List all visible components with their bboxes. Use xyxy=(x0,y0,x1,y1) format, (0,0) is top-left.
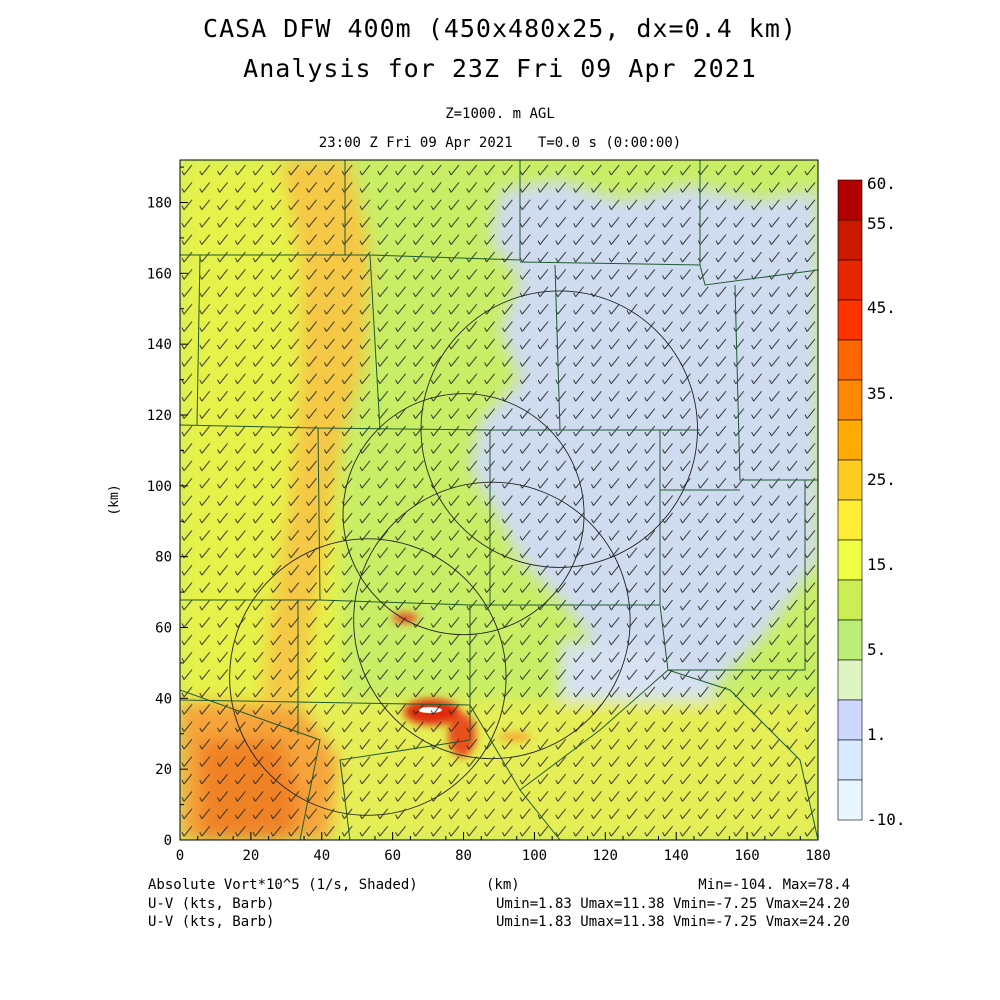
barb2-label: U-V (kts, Barb) xyxy=(148,914,275,930)
colorbar-swatch xyxy=(837,179,863,221)
wind-barbs xyxy=(180,160,818,840)
y-tick-label: 160 xyxy=(147,266,172,282)
field-label: Absolute Vort*10^5 (1/s, Shaded) xyxy=(148,877,418,893)
x-axis: 0 20 40 60 80 100 120 140 160 180 xyxy=(176,832,831,864)
colorbar-label: 5. xyxy=(867,640,886,659)
field-minmax: Min=-104. Max=78.4 xyxy=(698,877,850,893)
y-tick-label: 120 xyxy=(147,408,172,424)
plot-frame xyxy=(179,159,819,841)
radar-ring-0 xyxy=(420,290,698,568)
x-tick-label: 80 xyxy=(455,848,472,864)
county-boundaries xyxy=(180,160,818,840)
colorbar-swatch xyxy=(837,299,863,341)
colorbar-label: 35. xyxy=(867,384,896,403)
radar-ring-3 xyxy=(229,538,507,816)
colorbar-label: 15. xyxy=(867,555,896,574)
colorbar-swatch xyxy=(837,219,863,261)
colorbar-swatch xyxy=(837,339,863,381)
colorbar-label: 25. xyxy=(867,470,896,489)
colorbar-label: 60. xyxy=(867,174,896,193)
x-tick-label: 0 xyxy=(176,848,184,864)
y-axis: 0 20 40 60 80 100 120 140 160 180 xyxy=(147,166,188,849)
barb2-stats: Umin=1.83 Umax=11.38 Vmin=-7.25 Vmax=24.… xyxy=(495,914,850,930)
y-axis-label: (km) xyxy=(107,484,122,515)
y-tick-label: 0 xyxy=(164,833,172,849)
colorbar-label: -10. xyxy=(867,810,906,829)
vorticity-field xyxy=(180,160,818,840)
chart-title-line1: CASA DFW 400m (450x480x25, dx=0.4 km) xyxy=(203,14,797,43)
chart-title-line2: Analysis for 23Z Fri 09 Apr 2021 xyxy=(243,54,757,83)
colorbar-swatch xyxy=(837,779,863,821)
x-tick-label: 160 xyxy=(734,848,759,864)
y-tick-label: 40 xyxy=(155,691,172,707)
y-tick-label: 20 xyxy=(155,762,172,778)
radar-range-rings xyxy=(229,290,698,816)
y-tick-label: 60 xyxy=(155,621,172,637)
colorbar-swatch xyxy=(837,659,863,701)
x-tick-label: 100 xyxy=(522,848,547,864)
colorbar-swatch xyxy=(837,419,863,461)
time-label: 23:00 Z Fri 09 Apr 2021 T=0.0 s (0:00:00… xyxy=(318,135,682,151)
x-tick-label: 20 xyxy=(242,848,259,864)
colorbar-label: 55. xyxy=(867,214,896,233)
radar-ring-1 xyxy=(342,393,585,636)
radar-ring-2 xyxy=(353,481,631,760)
colorbar-swatch xyxy=(837,459,863,501)
x-axis-unit: (km) xyxy=(486,877,520,893)
level-label: Z=1000. m AGL xyxy=(445,106,555,122)
colorbar-swatch xyxy=(837,539,863,581)
colorbar-swatch xyxy=(837,379,863,421)
colorbar-label: 45. xyxy=(867,298,896,317)
colorbar-swatch xyxy=(837,499,863,541)
barb1-label: U-V (kts, Barb) xyxy=(148,896,275,912)
colorbar: 60. 55. 45. 35. 25. 15. 5. 1. -10. xyxy=(837,174,906,829)
x-tick-label: 140 xyxy=(664,848,689,864)
colorbar-swatch xyxy=(837,739,863,781)
colorbar-swatch xyxy=(837,699,863,741)
colorbar-swatch xyxy=(837,619,863,661)
x-tick-label: 180 xyxy=(805,848,830,864)
colorbar-swatch xyxy=(837,579,863,621)
colorbar-label: 1. xyxy=(867,725,886,744)
y-tick-label: 140 xyxy=(147,337,172,353)
y-tick-label: 100 xyxy=(147,479,172,495)
y-tick-label: 180 xyxy=(147,196,172,212)
x-tick-label: 60 xyxy=(384,848,401,864)
barb1-stats: Umin=1.83 Umax=11.38 Vmin=-7.25 Vmax=24.… xyxy=(495,896,850,912)
colorbar-swatch xyxy=(837,259,863,301)
x-tick-label: 120 xyxy=(593,848,618,864)
x-tick-label: 40 xyxy=(313,848,330,864)
y-tick-label: 80 xyxy=(155,550,172,566)
